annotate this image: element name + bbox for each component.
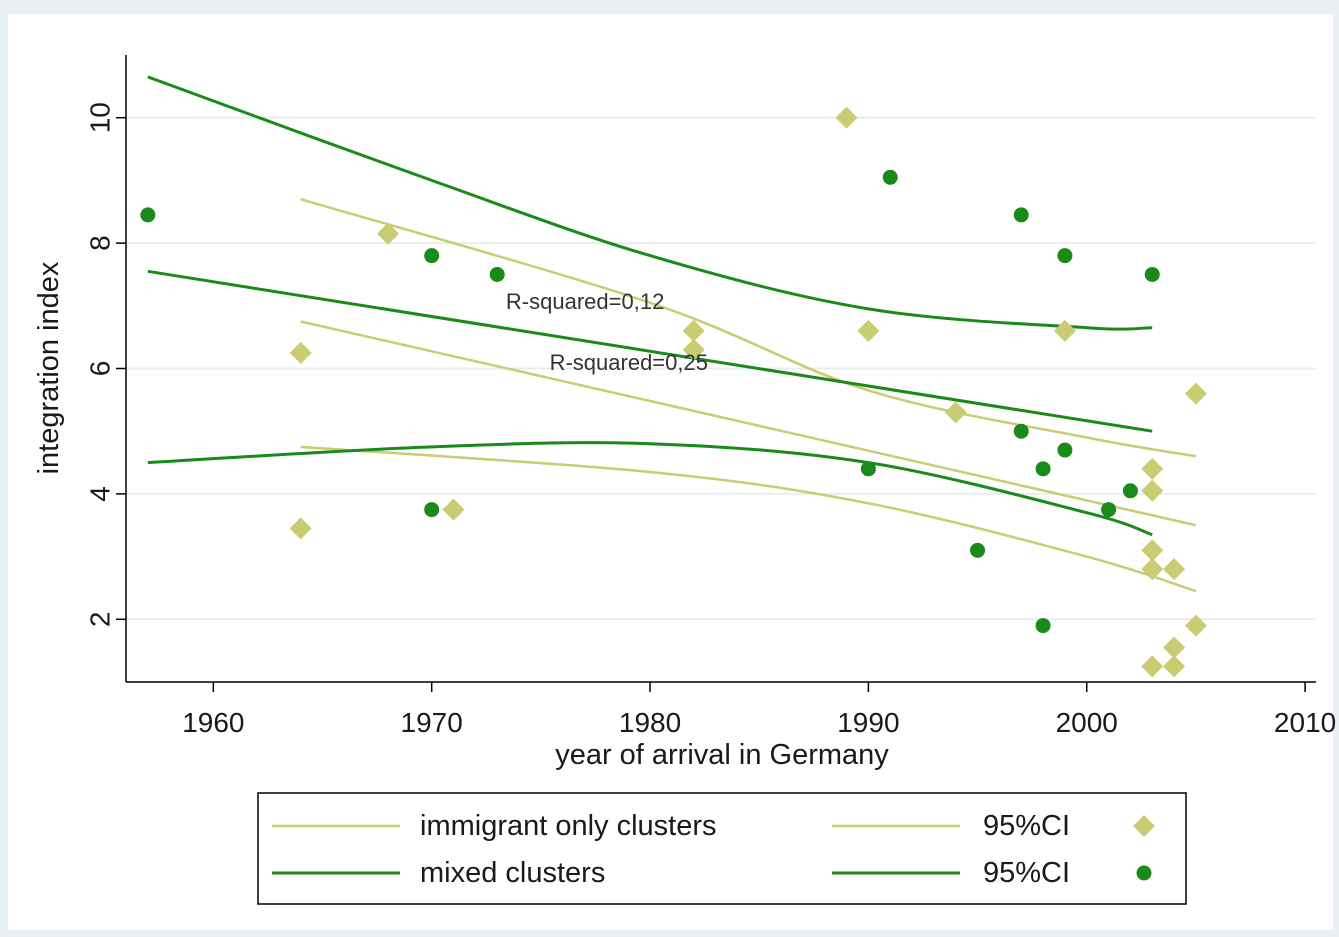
legend-label: mixed clusters: [420, 857, 605, 889]
mixed-point: [1035, 618, 1051, 634]
grid-layer: [126, 116, 1316, 621]
mixed-point: [1144, 266, 1160, 282]
x-axis-title: year of arrival in Germany: [555, 739, 889, 771]
mixed-point: [1057, 442, 1073, 458]
immigrant-point: [944, 401, 967, 424]
immigrant-ci-upper: [300, 198, 1197, 458]
immigrant-point: [1184, 382, 1207, 405]
annotation-layer: R-squared=0,12 R-squared=0,25: [506, 289, 708, 375]
immigrant-ci-lower: [300, 445, 1197, 593]
legend-marker-diamond: [1133, 815, 1155, 837]
x-tick-label: 1980: [619, 707, 681, 738]
r-squared-label: R-squared=0,25: [550, 350, 708, 375]
immigrant-point: [1053, 319, 1076, 342]
y-tick-label: 6: [85, 361, 116, 377]
immigrant-point: [1163, 655, 1186, 678]
immigrant-point: [1141, 479, 1164, 502]
x-tick-label: 1970: [401, 707, 463, 738]
immigrant-point: [377, 222, 400, 245]
mixed-point: [489, 266, 505, 282]
legend-label: immigrant only clusters: [420, 810, 717, 842]
immigrant-point: [1163, 558, 1186, 581]
mixed-point: [1122, 483, 1138, 499]
legend: immigrant only clusters 95%CI mixed cluste…: [257, 792, 1187, 905]
x-tick-label: 1990: [837, 707, 899, 738]
mixed-ci-lower: [147, 441, 1153, 537]
axis-layer: 1960 1970 1980 1990 2000 2010 2 4 6 8 10: [85, 55, 1336, 738]
mixed-point: [1035, 461, 1051, 477]
immigrant-point: [289, 341, 312, 364]
immigrant-point: [1141, 539, 1164, 562]
mixed-point: [424, 248, 440, 264]
immigrant-point: [289, 517, 312, 540]
legend-label: 95%CI: [983, 810, 1070, 842]
x-tick-label: 2000: [1056, 707, 1118, 738]
immigrant-fit-line: [300, 320, 1197, 527]
immigrant-point: [682, 338, 705, 361]
immigrant-point: [1184, 614, 1207, 637]
mixed-point: [1101, 502, 1117, 518]
mixed-point: [1057, 248, 1073, 264]
legend-marker-circle: [1136, 865, 1152, 881]
mixed-point: [1013, 207, 1029, 223]
mixed-point: [882, 169, 898, 185]
mixed-point: [1013, 423, 1029, 439]
r-squared-label: R-squared=0,12: [506, 289, 664, 314]
mixed-fit-line: [147, 269, 1153, 433]
immigrant-point: [857, 319, 880, 342]
y-tick-label: 10: [85, 102, 116, 133]
immigrant-point: [1141, 655, 1164, 678]
mixed-point: [860, 461, 876, 477]
immigrant-point: [835, 106, 858, 129]
y-tick-label: 2: [85, 612, 116, 628]
point-layer: [140, 106, 1207, 678]
immigrant-point: [682, 319, 705, 342]
mixed-point: [970, 542, 986, 558]
immigrant-point: [442, 498, 465, 521]
y-axis-title: integration index: [33, 261, 65, 474]
x-tick-label: 2010: [1274, 707, 1336, 738]
legend-box: [257, 792, 1187, 905]
immigrant-point: [1141, 457, 1164, 480]
mixed-point: [140, 207, 156, 223]
x-tick-label: 1960: [182, 707, 244, 738]
legend-label: 95%CI: [983, 857, 1070, 889]
fit-layer: [147, 269, 1197, 527]
immigrant-point: [1163, 636, 1186, 659]
y-tick-label: 4: [85, 486, 116, 502]
mixed-point: [424, 502, 440, 518]
immigrant-point: [1141, 558, 1164, 581]
y-tick-label: 8: [85, 235, 116, 251]
